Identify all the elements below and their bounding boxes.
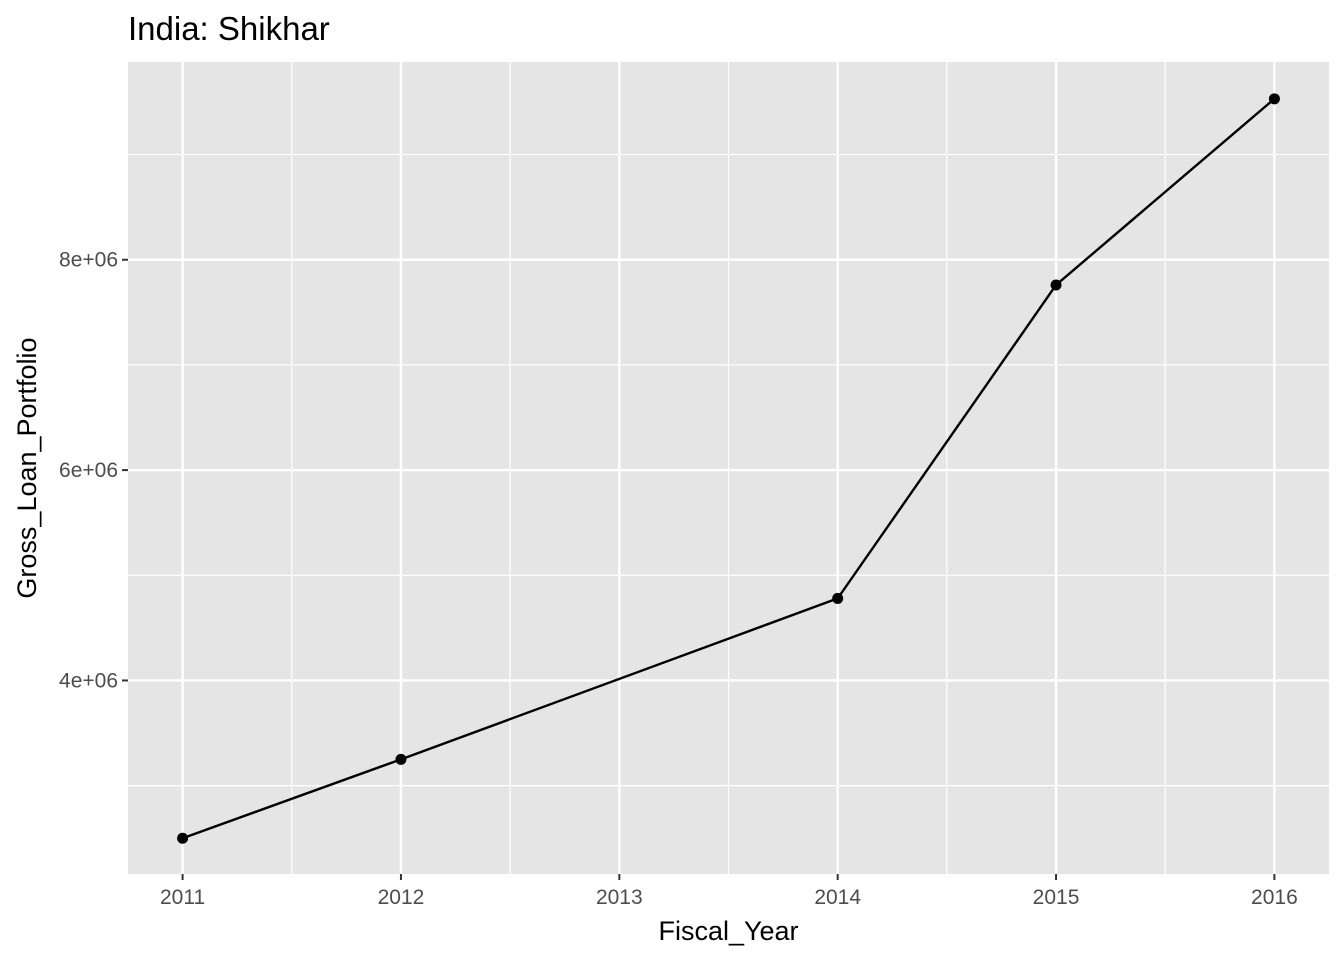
x-axis-ticks: 2011 2012 2013 2014 2015 2016 <box>160 874 1298 909</box>
x-tick-label: 2015 <box>1033 886 1080 909</box>
x-tick-label: 2016 <box>1251 886 1298 909</box>
data-point <box>832 592 844 604</box>
x-tick-label: 2011 <box>160 886 205 909</box>
minor-gridlines <box>128 62 1329 874</box>
data-point <box>177 832 189 844</box>
y-tick-label: 6e+06 <box>59 459 118 482</box>
data-point <box>1268 93 1280 105</box>
x-tick-label: 2012 <box>378 886 425 909</box>
y-axis-title: Gross_Loan_Portfolio <box>12 337 42 598</box>
data-point <box>1050 279 1062 291</box>
major-gridlines <box>128 62 1329 874</box>
y-tick-label: 8e+06 <box>59 249 118 272</box>
x-axis-title: Fiscal_Year <box>658 916 798 946</box>
x-tick-label: 2013 <box>596 886 643 909</box>
chart-title: India: Shikhar <box>128 10 330 47</box>
y-axis-ticks: 4e+06 6e+06 8e+06 <box>59 249 128 692</box>
series-points <box>177 93 1280 844</box>
y-tick-label: 4e+06 <box>59 669 118 692</box>
data-point <box>395 753 407 765</box>
x-tick-label: 2014 <box>814 886 861 909</box>
